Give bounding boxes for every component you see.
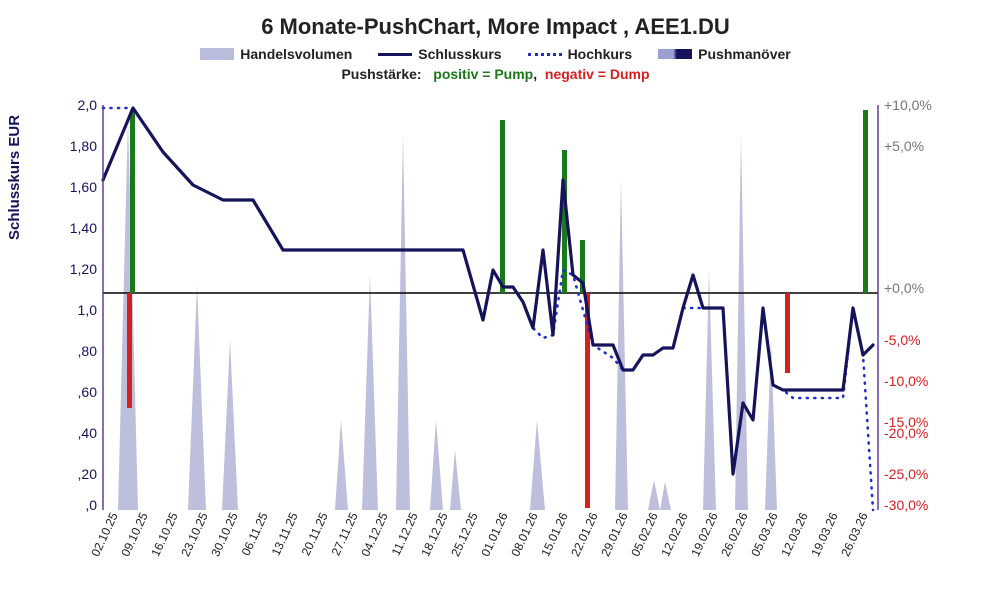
push-negative-label: negativ = Dump <box>545 66 650 82</box>
svg-text:-25,0%: -25,0% <box>884 466 928 482</box>
legend-label-schlusskurs: Schlusskurs <box>418 46 501 62</box>
chart-plot-area: Schlusskurs EUR <box>0 90 991 580</box>
svg-text:+10,0%: +10,0% <box>884 97 932 113</box>
push-bar-red-3 <box>785 293 790 373</box>
svg-text:,60: ,60 <box>78 384 98 400</box>
legend-item-volumen: Handelsvolumen <box>200 46 352 62</box>
svg-text:30.10.25: 30.10.25 <box>208 510 241 559</box>
svg-text:19.02.26: 19.02.26 <box>688 510 721 559</box>
svg-text:02.10.25: 02.10.25 <box>88 510 121 559</box>
push-bar-green-1 <box>130 110 135 293</box>
push-bar-green-2 <box>500 120 505 293</box>
svg-text:-10,0%: -10,0% <box>884 373 928 389</box>
svg-text:1,40: 1,40 <box>70 220 97 236</box>
svg-text:+0,0%: +0,0% <box>884 280 924 296</box>
chart-svg: 2,0 1,80 1,60 1,40 1,20 1,0 ,80 ,60 ,40 … <box>0 90 991 580</box>
svg-text:1,60: 1,60 <box>70 179 97 195</box>
svg-text:05.02.26: 05.02.26 <box>628 510 661 559</box>
svg-text:,80: ,80 <box>78 343 98 359</box>
push-strength-row: Pushstärke: positiv = Pump, negativ = Du… <box>0 66 991 82</box>
svg-text:,40: ,40 <box>78 425 98 441</box>
push-strength-label: Pushstärke: <box>341 66 421 82</box>
svg-text:26.02.26: 26.02.26 <box>718 510 751 559</box>
close-line-swatch-icon <box>378 53 412 56</box>
svg-text:,20: ,20 <box>78 466 98 482</box>
high-line-swatch-icon <box>528 53 562 56</box>
svg-text:01.01.26: 01.01.26 <box>478 510 511 559</box>
svg-text:22.01.26: 22.01.26 <box>568 510 601 559</box>
svg-text:12.03.26: 12.03.26 <box>778 510 811 559</box>
schlusskurs-line <box>103 108 873 474</box>
legend-label-hochkurs: Hochkurs <box>568 46 633 62</box>
push-swatch-icon <box>658 49 692 59</box>
svg-text:25.12.25: 25.12.25 <box>448 510 481 559</box>
svg-text:09.10.25: 09.10.25 <box>118 510 151 559</box>
legend-item-pushmanoever: Pushmanöver <box>658 46 791 62</box>
y-axis-right-ticks: +10,0% +5,0% +0,0% -5,0% -10,0% -15,0% -… <box>884 97 932 513</box>
svg-text:06.11.25: 06.11.25 <box>239 510 271 558</box>
legend-label-volumen: Handelsvolumen <box>240 46 352 62</box>
hochkurs-line <box>103 108 873 510</box>
svg-text:16.10.25: 16.10.25 <box>148 510 181 559</box>
push-bar-green-5 <box>863 110 868 293</box>
svg-text:15.01.26: 15.01.26 <box>538 510 571 559</box>
svg-text:-20,0%: -20,0% <box>884 425 928 441</box>
svg-text:-5,0%: -5,0% <box>884 332 921 348</box>
chart-title: 6 Monate-PushChart, More Impact , AEE1.D… <box>0 14 991 40</box>
svg-text:27.11.25: 27.11.25 <box>329 510 361 558</box>
svg-text:11.12.25: 11.12.25 <box>389 510 421 558</box>
svg-text:18.12.25: 18.12.25 <box>418 510 451 559</box>
svg-text:04.12.25: 04.12.25 <box>358 510 391 559</box>
legend-label-pushmanoever: Pushmanöver <box>698 46 791 62</box>
svg-text:26.03.26: 26.03.26 <box>838 510 871 559</box>
svg-text:08.01.26: 08.01.26 <box>508 510 541 559</box>
svg-text:-30,0%: -30,0% <box>884 497 928 513</box>
svg-text:1,80: 1,80 <box>70 138 97 154</box>
svg-text:23.10.25: 23.10.25 <box>178 510 211 559</box>
volume-bars-group <box>118 120 777 510</box>
svg-text:19.03.26: 19.03.26 <box>808 510 841 559</box>
push-positive-label: positiv = Pump <box>433 66 533 82</box>
svg-text:1,20: 1,20 <box>70 261 97 277</box>
svg-text:20.11.25: 20.11.25 <box>299 510 331 558</box>
volume-swatch-icon <box>200 48 234 60</box>
svg-text:1,0: 1,0 <box>78 302 98 318</box>
svg-text:2,0: 2,0 <box>78 97 98 113</box>
svg-text:05.03.26: 05.03.26 <box>748 510 781 559</box>
svg-text:+5,0%: +5,0% <box>884 138 924 154</box>
svg-text:29.01.26: 29.01.26 <box>598 510 631 559</box>
svg-text:,0: ,0 <box>85 497 97 513</box>
push-bar-red-1 <box>127 293 132 408</box>
legend-row: Handelsvolumen Schlusskurs Hochkurs Push… <box>0 46 991 62</box>
svg-text:13.11.25: 13.11.25 <box>269 510 301 558</box>
y-axis-left-ticks: 2,0 1,80 1,60 1,40 1,20 1,0 ,80 ,60 ,40 … <box>70 97 97 513</box>
x-axis-ticks: 02.10.25 09.10.25 16.10.25 23.10.25 30.1… <box>88 510 871 559</box>
push-bars-group <box>127 110 868 508</box>
legend-item-hochkurs: Hochkurs <box>528 46 633 62</box>
legend-item-schlusskurs: Schlusskurs <box>378 46 501 62</box>
svg-text:12.02.26: 12.02.26 <box>658 510 691 559</box>
